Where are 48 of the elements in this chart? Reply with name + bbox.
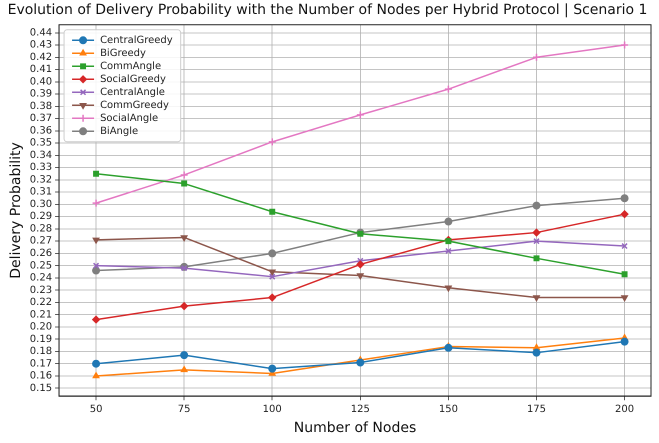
y-tick-label: 0.30 <box>30 198 52 210</box>
y-tick-label: 0.16 <box>30 370 52 382</box>
y-tick-label: 0.36 <box>30 125 52 136</box>
y-tick-label: 0.17 <box>30 358 52 370</box>
legend-label: SocialAngle <box>100 112 158 124</box>
y-tick-label: 0.25 <box>30 260 52 272</box>
y-tick-label: 0.37 <box>30 113 52 124</box>
legend-label: BiGreedy <box>100 48 146 59</box>
y-tick-label: 0.40 <box>30 76 52 88</box>
y-tick-label: 0.20 <box>30 322 52 333</box>
y-tick-label: 0.33 <box>30 162 52 174</box>
x-tick-label: 125 <box>350 404 370 415</box>
y-tick-label: 0.18 <box>30 346 52 358</box>
y-tick-label: 0.41 <box>30 64 52 76</box>
y-tick-label: 0.34 <box>30 150 52 161</box>
y-tick-label: 0.19 <box>30 334 52 345</box>
legend-label: CentralAngle <box>100 86 165 98</box>
y-tick-label: 0.15 <box>30 382 52 394</box>
legend-label: SocialGreedy <box>100 74 166 85</box>
y-tick-label: 0.39 <box>30 88 52 100</box>
y-tick-label: 0.42 <box>30 52 52 63</box>
x-axis-title: Number of Nodes <box>294 420 416 436</box>
y-tick-label: 0.24 <box>30 272 52 284</box>
legend-label: BiAngle <box>100 126 138 137</box>
y-tick-label: 0.21 <box>30 309 52 320</box>
legend-label: CentralGreedy <box>100 34 173 46</box>
y-tick-label: 0.28 <box>30 223 52 234</box>
legend-label: CommGreedy <box>100 100 169 111</box>
y-tick-label: 0.27 <box>30 236 52 247</box>
x-tick-label: 150 <box>438 404 458 415</box>
y-tick-label: 0.43 <box>30 40 52 51</box>
y-tick-label: 0.31 <box>30 186 52 198</box>
y-tick-label: 0.23 <box>30 284 52 296</box>
chart-title: Evolution of Delivery Probability with the Number of Nodes per Hybrid Protocol | Scenario 1 <box>8 2 648 18</box>
x-tick-label: 175 <box>526 404 546 415</box>
x-tick-label: 200 <box>615 404 634 415</box>
y-tick-label: 0.44 <box>30 27 52 38</box>
y-tick-label: 0.38 <box>30 100 52 112</box>
y-tick-label: 0.35 <box>30 138 52 149</box>
x-tick-label: 100 <box>262 404 282 415</box>
x-tick-label: 50 <box>90 404 102 415</box>
y-tick-label: 0.32 <box>30 174 52 186</box>
x-tick-label: 75 <box>178 404 191 415</box>
legend-label: CommAngle <box>100 60 162 72</box>
y-tick-label: 0.26 <box>30 248 52 259</box>
y-axis-title: Delivery Probability <box>8 142 24 279</box>
y-tick-label: 0.29 <box>30 211 52 222</box>
y-tick-label: 0.22 <box>30 297 52 308</box>
